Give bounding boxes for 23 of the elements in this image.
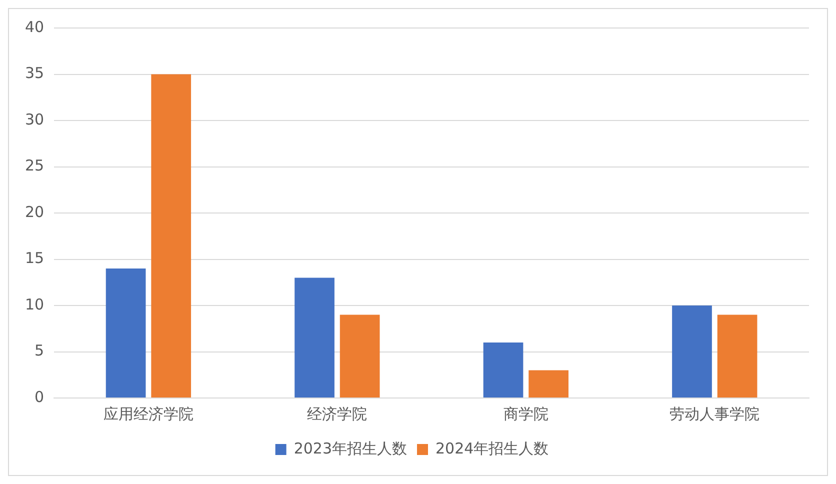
y-tick-label: 15 [24,249,44,268]
bar [528,370,568,398]
y-tick-label: 0 [34,388,44,406]
x-tick-label: 劳动人事学院 [670,404,760,423]
bar [672,306,712,398]
bar [717,314,758,398]
x-tick-label: 商学院 [503,404,548,423]
y-tick-label: 5 [34,342,44,360]
x-tick-label: 经济学院 [307,404,368,423]
bar [294,278,334,398]
y-tick-label: 10 [24,295,44,314]
legend-label: 2024年招生人数 [436,439,549,458]
bar [340,314,380,398]
y-tick-label: 35 [24,64,44,82]
legend-label: 2023年招生人数 [294,439,408,458]
y-tick-label: 20 [24,202,44,221]
y-tick-label: 25 [24,156,44,175]
bar [151,74,192,398]
x-tick-label: 应用经济学院 [103,404,194,423]
bar [483,342,524,398]
y-tick-label: 30 [24,110,44,128]
bar [106,268,146,398]
y-tick-label: 40 [24,18,44,36]
